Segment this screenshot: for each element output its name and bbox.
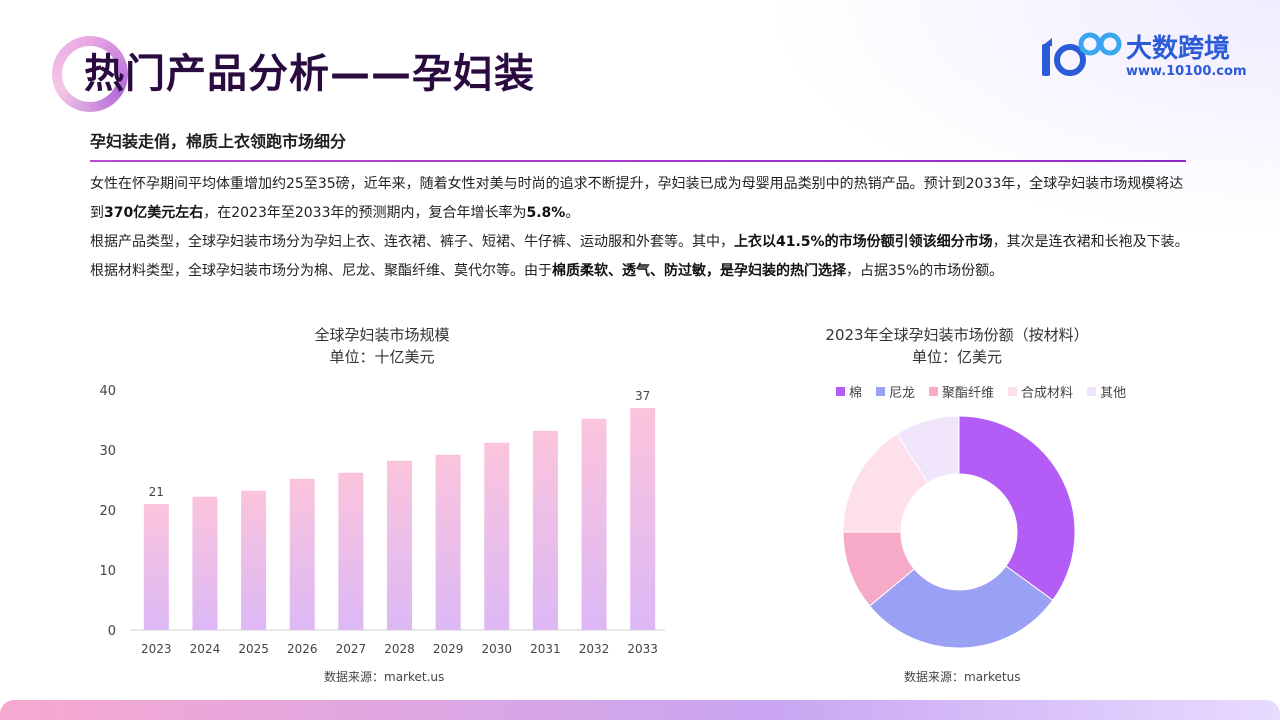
bar-chart-unit: 单位：十亿美元 xyxy=(329,348,435,366)
x-tick-label: 2033 xyxy=(627,642,658,656)
legend-label: 棉 xyxy=(849,386,863,401)
bar-chart-source: 数据来源：market.us xyxy=(324,670,445,684)
donut-chart-unit: 单位：亿美元 xyxy=(911,348,1002,366)
legend-item: 尼龙 xyxy=(876,382,915,401)
title-ring-decoration xyxy=(52,36,128,112)
donut-chart xyxy=(842,415,1076,649)
y-tick-label: 20 xyxy=(99,504,116,519)
x-tick-label: 2029 xyxy=(433,642,464,656)
highlight-text: 棉质柔软、透气、防过敏，是孕妇装的热门选择 xyxy=(552,263,846,279)
data-label: 37 xyxy=(635,389,650,403)
text-span: ，在2023年至2033年的预测期内，复合年增长率为 xyxy=(203,205,527,221)
bar xyxy=(241,490,267,630)
x-tick-label: 2030 xyxy=(481,642,512,656)
x-tick-label: 2032 xyxy=(579,642,610,656)
brand-logo: 大数跨境 www.10100.com xyxy=(1040,26,1260,86)
legend-item: 其他 xyxy=(1087,382,1126,401)
x-tick-label: 2023 xyxy=(141,642,172,656)
bar xyxy=(630,408,656,630)
legend-swatch xyxy=(836,387,845,396)
background-fade xyxy=(760,0,1280,240)
logo-name: 大数跨境 xyxy=(1126,34,1231,64)
highlight-text: 370亿美元左右 xyxy=(104,205,204,221)
donut-slice xyxy=(868,565,1054,649)
donut-slice xyxy=(896,415,960,484)
bar xyxy=(289,478,315,630)
body-text: 女性在怀孕期间平均体重增加约25至35磅，近年来，随着女性对美与时尚的追求不断提… xyxy=(90,170,1190,286)
paragraph-1: 女性在怀孕期间平均体重增加约25至35磅，近年来，随着女性对美与时尚的追求不断提… xyxy=(90,170,1190,228)
bar-chart-title: 全球孕妇装市场规模 单位：十亿美元 xyxy=(282,324,482,368)
y-tick-label: 10 xyxy=(99,564,116,579)
x-tick-label: 2026 xyxy=(287,642,318,656)
donut-chart-source: 数据来源：marketus xyxy=(904,670,1021,684)
legend-item: 聚酯纤维 xyxy=(929,382,994,401)
legend-swatch xyxy=(929,387,939,396)
text-span: 根据产品类型，全球孕妇装市场分为孕妇上衣、连衣裙、裤子、短裙、牛仔裤、运动服和外… xyxy=(90,234,734,250)
x-tick-label: 2024 xyxy=(190,642,221,656)
highlight-text: 上衣以41.5%的市场份额引领该细分市场 xyxy=(734,234,993,250)
y-tick-label: 30 xyxy=(99,444,116,459)
y-tick-label: 0 xyxy=(108,624,116,639)
bar xyxy=(484,442,510,630)
bottom-decoration-bar xyxy=(0,700,1280,720)
paragraph-2: 根据产品类型，全球孕妇装市场分为孕妇上衣、连衣裙、裤子、短裙、牛仔裤、运动服和外… xyxy=(90,228,1190,286)
bar xyxy=(435,454,461,630)
page-title: 热门产品分析——孕妇装 xyxy=(84,51,535,97)
bar xyxy=(532,430,558,630)
bar xyxy=(581,418,607,630)
x-tick-label: 2027 xyxy=(336,642,367,656)
legend-label: 合成材料 xyxy=(1021,386,1074,401)
legend-label: 其他 xyxy=(1100,386,1127,401)
donut-chart-title-text: 2023年全球孕妇装市场份额（按材料） xyxy=(825,326,1089,344)
divider xyxy=(90,160,1186,162)
x-tick-label: 2025 xyxy=(238,642,269,656)
legend-swatch xyxy=(1008,387,1018,396)
donut-chart-title: 2023年全球孕妇装市场份额（按材料） 单位：亿美元 xyxy=(800,324,1114,368)
text-span: 。 xyxy=(565,205,580,221)
bar xyxy=(338,472,364,630)
donut-slice xyxy=(958,415,1076,601)
bar xyxy=(192,496,218,630)
text-span: 女性在怀孕期间平均体重增加约25至35磅，近年来，随着女性对美与时尚的追求不断提… xyxy=(90,176,1184,221)
logo-10100-icon xyxy=(1042,32,1122,76)
legend-item: 棉 xyxy=(836,382,862,401)
text-span: ，占据35%的市场份额。 xyxy=(846,263,1004,279)
legend-label: 尼龙 xyxy=(889,386,916,401)
y-tick-label: 40 xyxy=(99,384,116,399)
bar-chart-title-text: 全球孕妇装市场规模 xyxy=(314,326,450,344)
bar xyxy=(387,460,412,630)
data-label: 21 xyxy=(149,485,164,499)
bar xyxy=(143,504,169,630)
legend-item: 合成材料 xyxy=(1008,382,1073,401)
x-tick-label: 2031 xyxy=(530,642,561,656)
highlight-text: 5.8% xyxy=(526,205,566,221)
x-tick-label: 2028 xyxy=(384,642,415,656)
legend-label: 聚酯纤维 xyxy=(942,386,995,401)
section-subtitle: 孕妇装走俏，棉质上衣领跑市场细分 xyxy=(90,132,347,151)
legend-swatch xyxy=(876,387,886,396)
logo-url: www.10100.com xyxy=(1126,64,1247,79)
text-span: ，其次是连衣裙和长袍及下装。根据材料类型，全球孕妇装市场分为棉、尼龙、聚酯纤维、… xyxy=(90,234,1189,279)
legend-swatch xyxy=(1087,387,1097,396)
donut-legend: 棉 尼龙 聚酯纤维 合成材料 其他 xyxy=(836,382,1126,401)
